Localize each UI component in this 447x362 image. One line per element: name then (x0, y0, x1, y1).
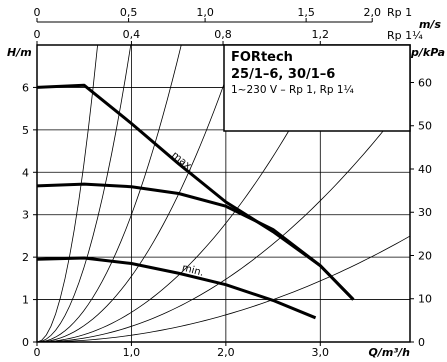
y-left-tick-label: 5 (22, 124, 29, 137)
rp1-tick-label: 0,5 (120, 6, 138, 19)
top-scale-rp114-label: Rp 1¼ (387, 29, 423, 42)
y-axis-left-label: H/m (7, 46, 32, 59)
rp114-tick-label: 0 (34, 28, 41, 41)
top-axis-unit: m/s (419, 18, 441, 31)
pump-curve-mid (36, 182, 355, 301)
y-left-tick-label: 4 (22, 166, 29, 179)
x-tick-label: 3,0 (312, 346, 330, 358)
y-right-tick-label: 50 (418, 120, 432, 133)
system-curve (37, 45, 132, 342)
system-curve (37, 45, 182, 342)
x-tick-label: 0 (34, 346, 41, 358)
y-left-tick-label: 1 (22, 294, 29, 307)
x-tick-label: 2,0 (217, 346, 235, 358)
rp114-tick-label: 0,4 (123, 28, 141, 41)
y-axis-right-ticks: 0 10 20 30 40 50 60 (410, 76, 432, 349)
y-axis-right-label: p/kPa (410, 46, 445, 59)
curve-label-max: max. (169, 150, 195, 174)
y-right-tick-label: 10 (418, 293, 432, 306)
rp1-tick-label: 1,5 (297, 6, 315, 19)
top-scale-rp1-label: Rp 1 (387, 6, 412, 19)
x-tick-label: 1,0 (123, 346, 141, 358)
rp1-tick-label: 2,0 (363, 6, 381, 19)
chart-subtitle-voltage: 1~230 V – Rp 1, Rp 1¼ (231, 84, 354, 96)
y-axis-left-ticks: 0 1 2 3 4 5 6 (22, 81, 37, 349)
y-left-tick-label: 3 (22, 209, 29, 222)
y-left-tick-label: 6 (22, 81, 29, 94)
x-axis-ticks: 0 1,0 2,0 3,0 (34, 342, 330, 359)
x-axis-label: Q/m³/h (369, 346, 411, 358)
system-curve (37, 96, 410, 342)
chart-title: FORtech (231, 50, 293, 65)
top-ticks-rp1: 0 0,5 1,0 1,5 2,0 (34, 6, 381, 22)
y-right-tick-label: 0 (418, 336, 425, 349)
system-curve (37, 235, 410, 342)
chart-subtitle-models: 25/1–6, 30/1–6 (231, 67, 335, 82)
rp114-tick-label: 0,8 (214, 28, 232, 41)
title-box: FORtech 25/1–6, 30/1–6 1~230 V – Rp 1, R… (223, 44, 411, 132)
system-curve (37, 45, 337, 342)
y-right-tick-label: 40 (418, 163, 432, 176)
y-left-tick-label: 0 (22, 336, 29, 349)
y-right-tick-label: 60 (418, 76, 432, 89)
rp1-tick-label: 0 (34, 6, 41, 19)
title-box-frame (223, 44, 411, 132)
y-right-tick-label: 30 (418, 206, 432, 219)
pump-curves (36, 83, 355, 320)
pump-curve-min (36, 256, 317, 320)
y-left-tick-label: 2 (22, 251, 29, 264)
rp1-tick-label: 1,0 (196, 6, 214, 19)
rp114-tick-label: 1,2 (312, 28, 330, 41)
top-ticks-rp114: 0 0,4 0,8 1,2 (34, 28, 330, 45)
y-right-tick-label: 20 (418, 249, 432, 262)
